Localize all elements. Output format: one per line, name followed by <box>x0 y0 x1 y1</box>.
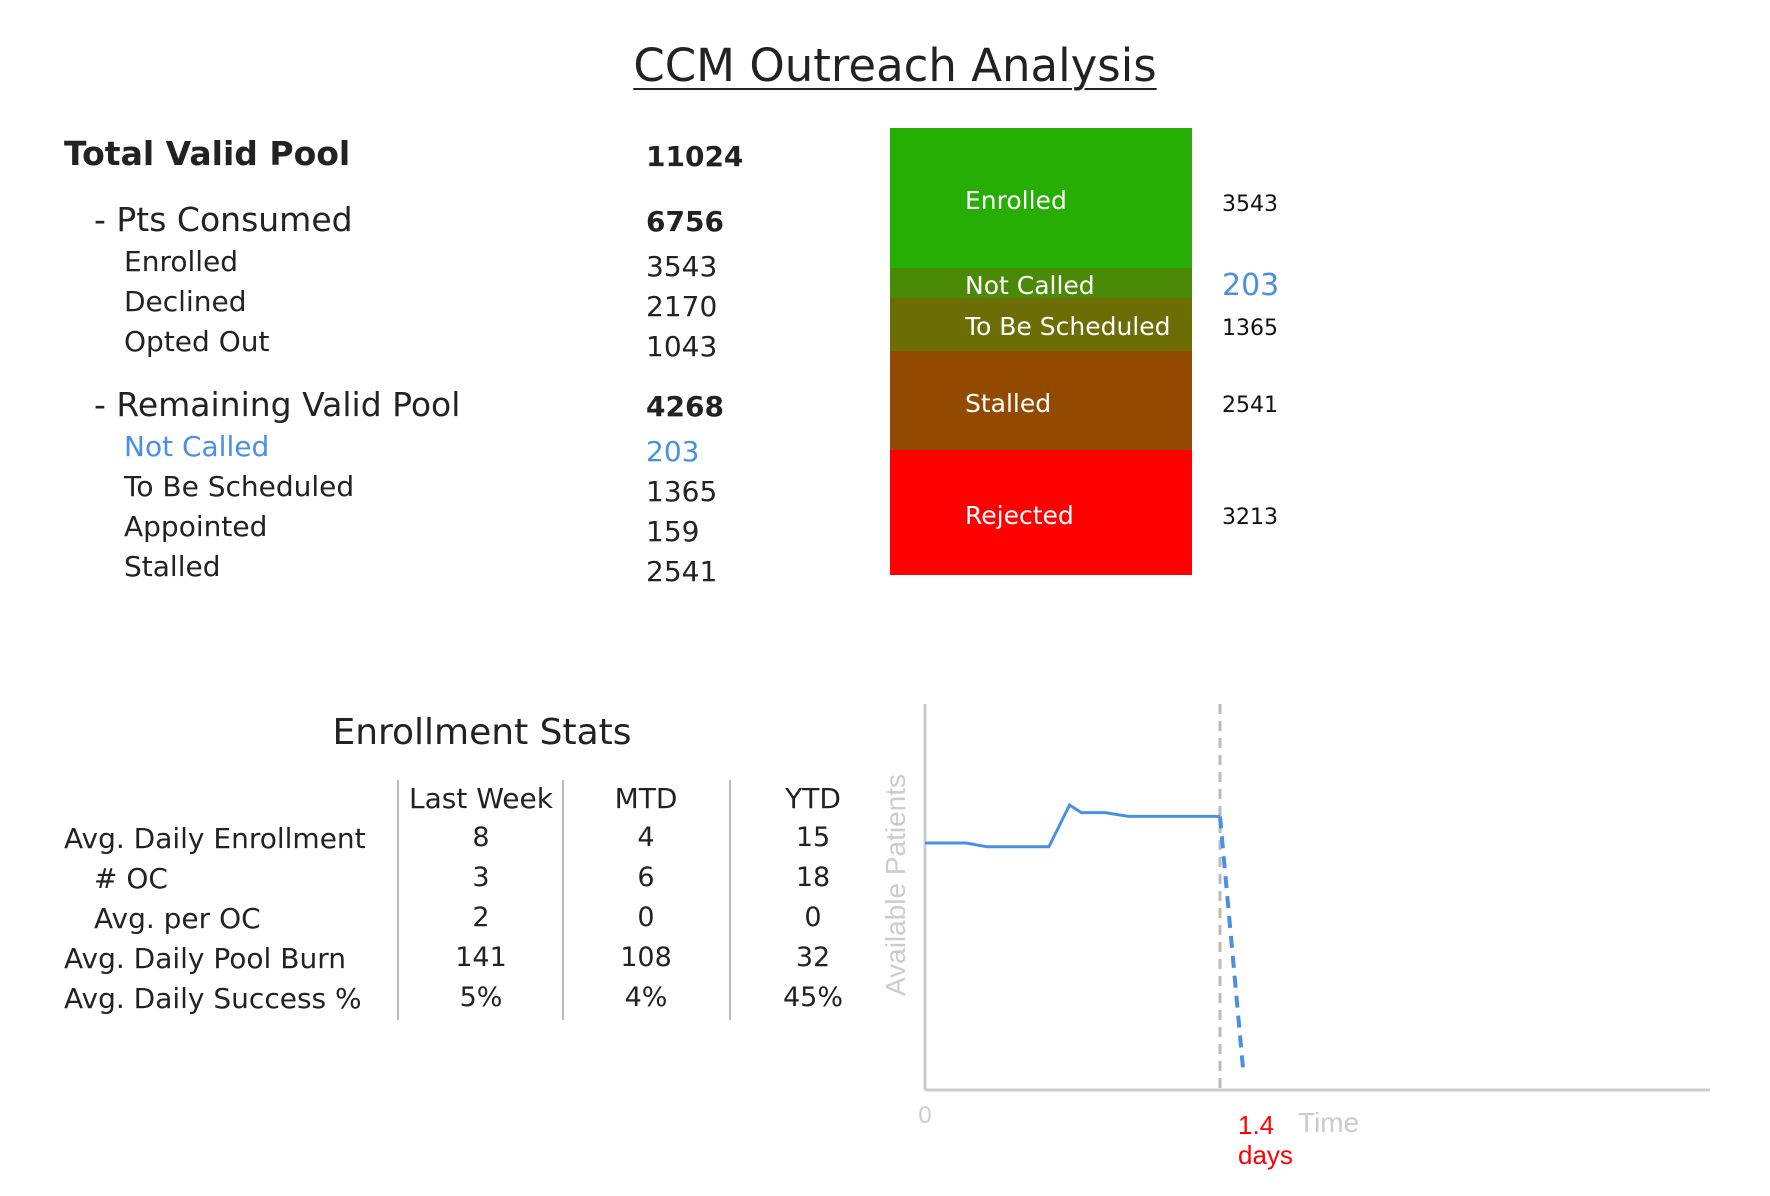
marker-value-label: 1.4 <box>1238 1110 1274 1140</box>
table-divider <box>729 780 731 1020</box>
bar-segment-enrolled <box>890 128 1192 268</box>
total-valid-pool-value: 11024 <box>646 140 744 173</box>
marker-unit-label: days <box>1238 1140 1293 1170</box>
row-label-avg-daily-enrollment: Avg. Daily Enrollment <box>64 822 366 855</box>
bar-value-enrolled: 3543 <box>1222 192 1278 217</box>
table-cell: 2 <box>472 902 490 933</box>
bar-segment-not-called <box>890 268 1192 298</box>
table-cell: 6 <box>637 862 655 893</box>
table-cell: 32 <box>795 942 831 973</box>
bar-value-to-be-scheduled: 1365 <box>1222 316 1278 341</box>
enrollment-stats-title: Enrollment Stats <box>332 712 632 753</box>
column-header-mtd: MTD <box>614 782 678 815</box>
y-axis-label: Available Patients <box>880 774 911 996</box>
table-cell: 141 <box>455 942 507 973</box>
table-cell: 45% <box>782 982 843 1013</box>
x-axis-label: Time <box>1298 1107 1359 1138</box>
not-called-value: 203 <box>646 435 700 468</box>
table-divider <box>562 780 564 1020</box>
table-cell: 5% <box>459 982 503 1013</box>
table-cell: 15 <box>795 822 831 853</box>
bar-label-stalled: Stalled <box>965 389 1052 418</box>
opted-out-value: 1043 <box>646 330 718 363</box>
table-cell: 0 <box>804 902 822 933</box>
bar-value-rejected: 3213 <box>1222 505 1278 530</box>
table-cell: 4 <box>637 822 655 853</box>
declined-value: 2170 <box>646 290 718 323</box>
table-divider <box>397 780 399 1020</box>
stalled-value: 2541 <box>646 555 718 588</box>
row-label-avg-daily-success: Avg. Daily Success % <box>64 982 362 1015</box>
bar-value-not-called: 203 <box>1222 268 1280 303</box>
stalled-label: Stalled <box>124 550 221 583</box>
series-line-actual <box>925 802 1220 849</box>
not-called-label: Not Called <box>124 430 270 463</box>
declined-label: Declined <box>124 285 247 318</box>
appointed-value: 159 <box>646 515 700 548</box>
column-header-ytd: YTD <box>785 782 841 815</box>
enrolled-label: Enrolled <box>124 245 239 278</box>
total-valid-pool-label: Total Valid Pool <box>64 134 351 173</box>
row-label-avg-daily-pool-burn: Avg. Daily Pool Burn <box>64 942 346 975</box>
remaining-pool-value: 4268 <box>646 390 724 423</box>
bar-segment-rejected <box>890 450 1192 575</box>
table-cell: 108 <box>620 942 672 973</box>
bar-segment-stalled <box>890 351 1192 450</box>
column-header-last-week: Last Week <box>409 782 553 815</box>
row-label-oc: # OC <box>94 862 168 895</box>
bar-label-to-be-scheduled: To Be Scheduled <box>965 312 1171 341</box>
bar-label-enrolled: Enrolled <box>965 186 1067 215</box>
remaining-pool-label: - Remaining Valid Pool <box>94 385 461 424</box>
row-label-avg-per-oc: Avg. per OC <box>94 902 261 935</box>
to-be-scheduled-value: 1365 <box>646 475 718 508</box>
bar-label-not-called: Not Called <box>965 271 1095 300</box>
bar-label-rejected: Rejected <box>965 501 1074 530</box>
table-cell: 4% <box>624 982 668 1013</box>
table-cell: 3 <box>472 862 490 893</box>
page-title: CCM Outreach Analysis <box>633 39 1157 92</box>
enrolled-value: 3543 <box>646 250 718 283</box>
pts-consumed-label: - Pts Consumed <box>94 200 353 239</box>
x-origin-tick-label: 0 <box>918 1102 931 1129</box>
table-cell: 8 <box>472 822 490 853</box>
to-be-scheduled-label: To Be Scheduled <box>124 470 355 503</box>
appointed-label: Appointed <box>124 510 268 543</box>
table-cell: 18 <box>795 862 831 893</box>
opted-out-label: Opted Out <box>124 325 270 358</box>
table-cell: 0 <box>637 902 655 933</box>
series-line-projection <box>1218 816 1246 1075</box>
bar-value-stalled: 2541 <box>1222 393 1278 418</box>
bar-segment-to-be-scheduled <box>890 298 1192 351</box>
pts-consumed-value: 6756 <box>646 205 724 238</box>
